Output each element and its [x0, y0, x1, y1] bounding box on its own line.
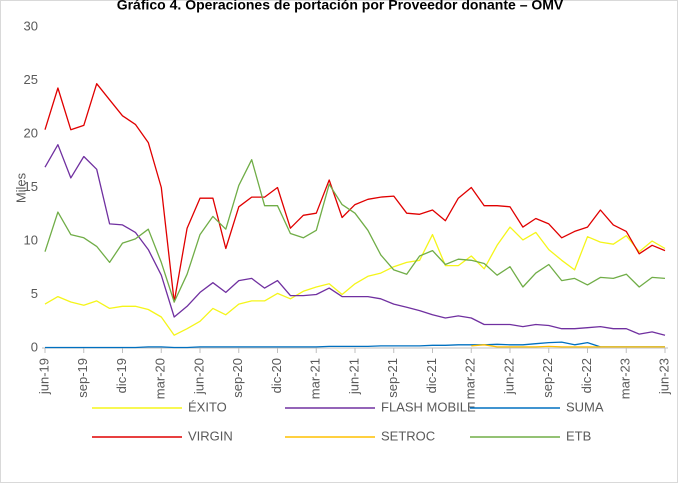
- x-tick-label: mar-22: [463, 358, 478, 399]
- x-tick-label: dic-20: [269, 358, 284, 393]
- x-tick-label: jun-20: [191, 358, 206, 395]
- series-line: [44, 159, 666, 303]
- y-tick-label: 20: [24, 125, 38, 140]
- x-tick-label: jun-19: [36, 358, 51, 395]
- x-tick-label: dic-22: [579, 358, 594, 393]
- x-tick-label: sep-22: [540, 358, 555, 398]
- y-tick-label: 5: [31, 286, 38, 301]
- x-tick-label: dic-19: [114, 358, 129, 393]
- x-tick-label: mar-23: [618, 358, 633, 399]
- y-tick-label: 30: [24, 18, 38, 33]
- legend-label: SETROC: [381, 428, 435, 443]
- x-tick-label: sep-19: [75, 358, 90, 398]
- x-tick-label: jun-22: [501, 358, 516, 395]
- x-tick-label: sep-21: [385, 358, 400, 398]
- x-tick-label: jun-21: [346, 358, 361, 395]
- x-tick-label: mar-20: [153, 358, 168, 399]
- series-line: [45, 341, 665, 349]
- y-tick-label: 0: [31, 339, 38, 354]
- y-tick-label: 10: [24, 232, 38, 247]
- series-line: [471, 344, 665, 348]
- series-line: [44, 226, 666, 336]
- y-axis-label: Miles: [13, 172, 28, 203]
- x-tick-label: dic-21: [424, 358, 439, 393]
- chart-title: Gráfico 4. Operaciones de portación por …: [117, 0, 564, 13]
- legend-label: SUMA: [566, 399, 604, 414]
- x-tick-label: mar-21: [308, 358, 323, 399]
- legend-label: FLASH MOBILE: [381, 399, 476, 414]
- legend-label: ETB: [566, 428, 591, 443]
- y-tick-label: 25: [24, 72, 38, 87]
- series-line: [44, 144, 666, 336]
- y-tick-label: 15: [24, 179, 38, 194]
- x-tick-label: jun-23: [656, 358, 671, 395]
- series-line: [44, 83, 666, 303]
- x-tick-label: sep-20: [230, 358, 245, 398]
- legend-label: VIRGIN: [188, 428, 233, 443]
- legend-label: ÉXITO: [188, 399, 227, 414]
